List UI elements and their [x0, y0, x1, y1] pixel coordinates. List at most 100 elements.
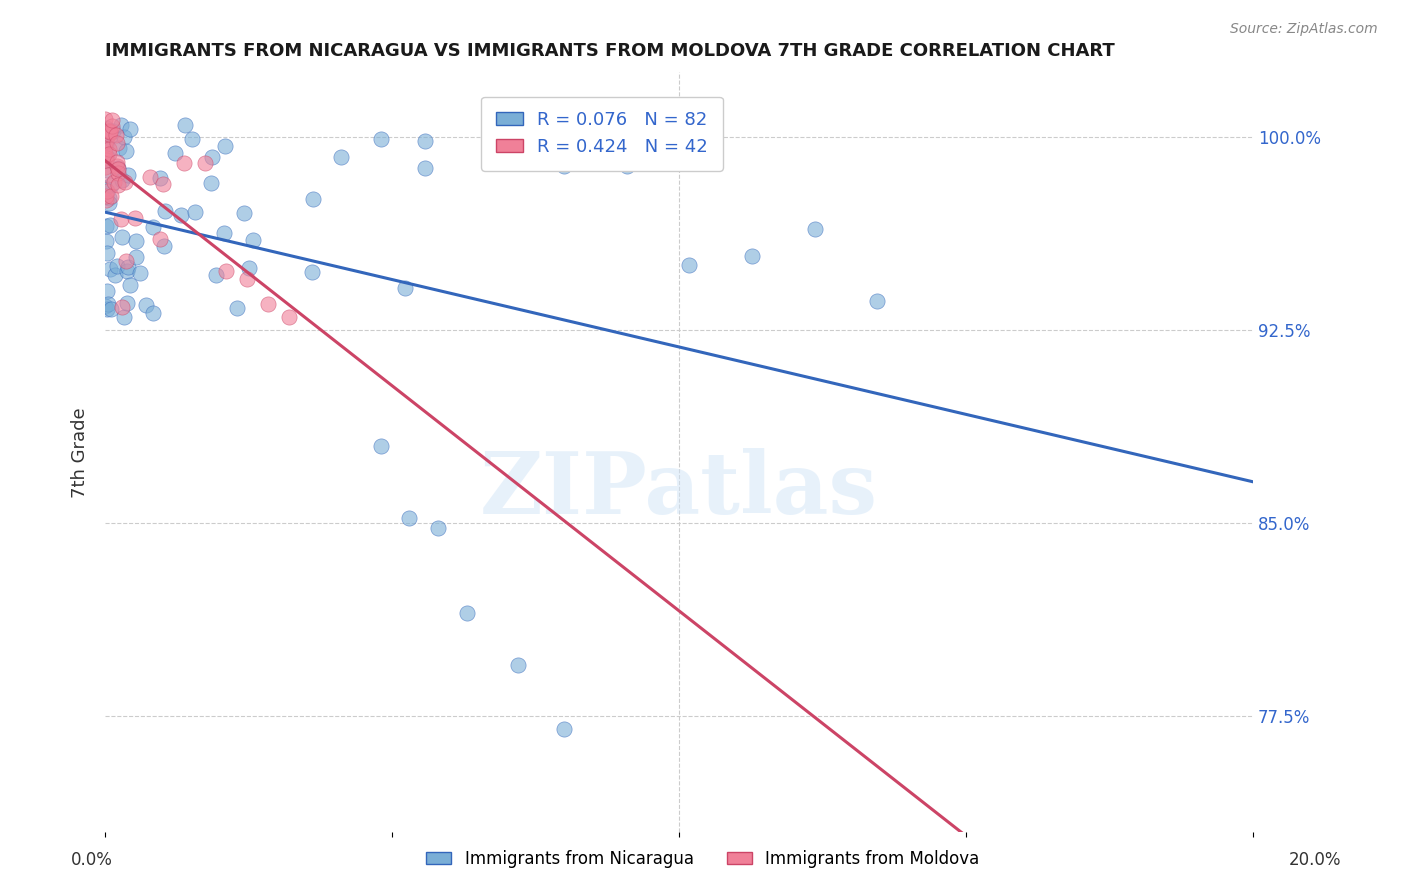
Point: [96, 184, 118, 198]
Point: [111, 173, 134, 187]
Point: [97, 168, 120, 182]
Point: [741, 249, 763, 263]
Point: [94, 181, 117, 195]
Point: [194, 156, 217, 170]
Point: [114, 176, 136, 190]
Point: [142, 219, 165, 234]
Point: [394, 281, 416, 295]
Point: [370, 439, 392, 453]
Point: [118, 277, 141, 292]
Point: [111, 300, 134, 314]
Point: [98, 124, 121, 138]
Point: [214, 139, 236, 153]
Point: [803, 221, 825, 235]
Text: IMMIGRANTS FROM NICARAGUA VS IMMIGRANTS FROM MOLDOVA 7TH GRADE CORRELATION CHART: IMMIGRANTS FROM NICARAGUA VS IMMIGRANTS …: [105, 42, 1115, 60]
Point: [135, 298, 157, 312]
Point: [96, 284, 118, 298]
Point: [107, 161, 129, 175]
Point: [96, 134, 118, 148]
Point: [165, 145, 187, 160]
Point: [301, 192, 323, 206]
Y-axis label: 7th Grade: 7th Grade: [72, 407, 89, 498]
Point: [105, 260, 128, 274]
Point: [94, 121, 117, 136]
Point: [98, 128, 121, 142]
Point: [200, 176, 222, 190]
Point: [98, 124, 121, 138]
Point: [100, 301, 122, 316]
Point: [142, 305, 165, 319]
Point: [96, 137, 118, 152]
Point: [152, 178, 174, 192]
Point: [97, 123, 120, 137]
Point: [107, 166, 129, 180]
Point: [225, 301, 247, 315]
Text: 0.0%: 0.0%: [70, 851, 112, 869]
Point: [256, 297, 278, 311]
Point: [370, 131, 392, 145]
Point: [101, 119, 124, 133]
Point: [112, 129, 135, 144]
Point: [201, 150, 224, 164]
Point: [96, 246, 118, 260]
Legend: Immigrants from Nicaragua, Immigrants from Moldova: Immigrants from Nicaragua, Immigrants fr…: [420, 844, 986, 875]
Point: [105, 159, 128, 173]
Point: [117, 260, 139, 274]
Point: [97, 191, 120, 205]
Point: [100, 189, 122, 203]
Point: [96, 189, 118, 203]
Point: [97, 195, 120, 210]
Point: [120, 121, 142, 136]
Point: [508, 657, 530, 672]
Point: [111, 230, 134, 244]
Point: [115, 264, 138, 278]
Point: [107, 162, 129, 177]
Point: [117, 168, 139, 182]
Point: [94, 153, 117, 167]
Point: [94, 136, 117, 150]
Point: [456, 607, 478, 621]
Point: [173, 156, 195, 170]
Point: [100, 178, 122, 193]
Point: [107, 178, 129, 192]
Point: [101, 124, 124, 138]
Point: [155, 203, 177, 218]
Point: [170, 208, 193, 222]
Point: [174, 118, 197, 132]
Point: [301, 265, 323, 279]
Point: [232, 206, 254, 220]
Point: [184, 205, 207, 219]
Point: [125, 251, 148, 265]
Point: [96, 150, 118, 164]
Point: [139, 169, 162, 184]
Point: [104, 268, 127, 282]
Point: [330, 150, 353, 164]
Point: [97, 297, 120, 311]
Point: [105, 128, 128, 143]
Point: [125, 235, 148, 249]
Point: [180, 132, 202, 146]
Point: [616, 160, 638, 174]
Point: [98, 129, 121, 144]
Point: [112, 310, 135, 324]
Point: [105, 136, 128, 151]
Point: [96, 301, 118, 316]
Point: [96, 163, 118, 178]
Point: [866, 294, 889, 309]
Text: 20.0%: 20.0%: [1288, 851, 1341, 869]
Point: [553, 160, 575, 174]
Point: [94, 141, 117, 155]
Point: [413, 134, 436, 148]
Point: [238, 260, 260, 275]
Point: [110, 212, 132, 227]
Point: [242, 233, 264, 247]
Point: [96, 219, 118, 233]
Point: [149, 232, 172, 246]
Point: [94, 161, 117, 175]
Point: [128, 266, 150, 280]
Point: [215, 264, 238, 278]
Point: [110, 119, 132, 133]
Point: [124, 211, 146, 226]
Point: [115, 296, 138, 310]
Point: [115, 254, 138, 268]
